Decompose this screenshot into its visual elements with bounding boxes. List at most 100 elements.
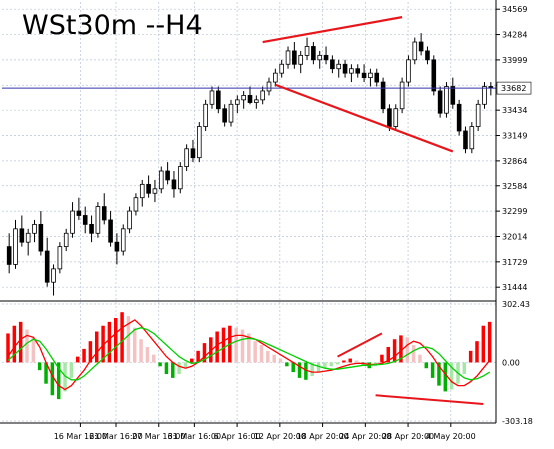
trendline-lower-price [274,83,454,153]
candle-body [146,183,151,194]
histogram-bar [63,362,67,392]
candle-body [323,54,329,61]
histogram-bar [126,316,131,363]
candle-body [311,46,316,61]
indicator-panel [6,312,492,405]
histogram-bar [215,331,219,363]
histogram-bar [329,362,333,367]
price-tick-label: 32864 [502,157,527,166]
histogram-bar [152,354,156,363]
trendline-upper-indicator [337,332,383,358]
candle-body [25,232,31,243]
histogram-bar [266,350,270,363]
histogram-bar [234,327,238,363]
candle-body [273,72,278,83]
candle-body [266,81,272,92]
price-tick-label: 33999 [502,56,527,65]
histogram-bar [462,362,467,375]
candle-body [298,54,304,65]
histogram-bar [259,345,264,363]
candle-body [254,99,259,103]
price-tick-label: 31444 [502,283,527,292]
histogram-bar [221,327,226,363]
histogram-bar [171,362,175,378]
histogram-bar [335,362,340,365]
price-tick-label: 32299 [502,207,527,216]
candle-body [228,103,234,123]
histogram-bar [278,358,283,363]
histogram-bar [69,362,74,378]
histogram-bar [386,346,391,363]
trendline-upper-price [262,16,403,44]
candle-body [425,50,430,61]
price-tick-label: 32014 [502,232,527,241]
candle-body [203,103,208,127]
candle-body [475,103,481,127]
candle-body [114,241,120,252]
candle-body [89,223,94,234]
histogram-bar [247,333,251,363]
candle-body [108,219,113,243]
histogram-bar [113,317,118,363]
histogram-bar [183,362,188,369]
candle-body [120,228,126,252]
candle-body [51,268,56,283]
time-tick-label: 21 Mar 16:00 [89,432,142,441]
candle-body [336,63,342,70]
candle-body [184,148,189,167]
time-tick-label: 28 Apr 20:00 [382,432,434,441]
candle-body [463,130,468,150]
candle-body [82,215,88,225]
candle-body [330,59,335,70]
time-tick-label: 6 Apr 16:00 [214,432,261,441]
histogram-bar [209,337,213,363]
candle-body [482,86,487,105]
candle-body [216,90,221,110]
histogram-bar [411,345,416,363]
histogram-bar [399,335,403,363]
candle-body [222,108,227,123]
histogram-bar [240,329,245,363]
candle-body [190,148,196,159]
time-tick-label: 31 Mar 16:00 [168,432,221,441]
histogram-bar [196,350,200,363]
histogram-bar [380,354,384,363]
price-tick-label: 34284 [502,31,527,40]
histogram-bar [285,362,289,367]
histogram-bar [443,362,448,392]
candle-body [374,72,380,83]
histogram-bar [297,362,302,378]
candle-body [165,170,170,181]
price-tick-label: 32584 [502,182,527,191]
histogram-bar [405,337,410,363]
candle-body [349,68,354,74]
candle-body [361,72,367,79]
candle-body [355,68,361,74]
candle-body [44,250,50,283]
histogram-bar [82,348,86,363]
histogram-bar [190,358,194,363]
indicator-tick-label: 0.00 [502,358,520,367]
candle-body [209,90,215,105]
candle-body [38,223,44,252]
histogram-bar [18,321,23,363]
histogram-bar [139,339,143,363]
histogram-bar [158,362,162,367]
histogram-bar [88,341,93,363]
candle-body [292,50,297,65]
histogram-bar [44,362,48,384]
histogram-bar [12,325,17,363]
histogram-bar [291,362,295,373]
candle-body [387,108,392,127]
time-tick-label: 27 Mar 16:00 [132,432,185,441]
candle-body [437,90,443,114]
histogram-bar [354,360,359,363]
candle-body [13,228,18,265]
current-price-label: 33682 [501,84,526,93]
histogram-bar [133,327,137,363]
candle-body [304,46,310,56]
candle-body [368,72,373,79]
price-tick-label: 31729 [502,258,527,267]
candle-body [95,206,101,234]
